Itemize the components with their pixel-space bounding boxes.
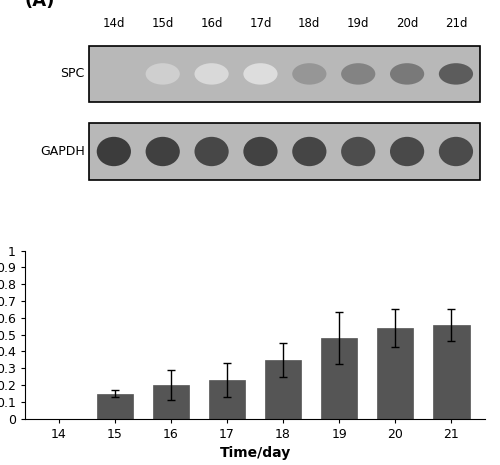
Ellipse shape bbox=[390, 137, 424, 166]
Text: 14d: 14d bbox=[102, 18, 125, 31]
Bar bbox=[265, 360, 302, 418]
Ellipse shape bbox=[146, 63, 180, 85]
Ellipse shape bbox=[439, 63, 473, 85]
Bar bbox=[377, 328, 414, 418]
Ellipse shape bbox=[146, 137, 180, 166]
Text: 15d: 15d bbox=[152, 18, 174, 31]
Bar bbox=[433, 325, 470, 418]
Bar bbox=[152, 385, 189, 418]
Ellipse shape bbox=[292, 137, 326, 166]
Ellipse shape bbox=[244, 137, 278, 166]
Ellipse shape bbox=[341, 63, 376, 85]
Text: (A): (A) bbox=[25, 0, 56, 10]
Text: 20d: 20d bbox=[396, 18, 418, 31]
X-axis label: Time/day: Time/day bbox=[220, 446, 290, 460]
Ellipse shape bbox=[96, 137, 131, 166]
Bar bbox=[96, 394, 133, 418]
Ellipse shape bbox=[194, 63, 228, 85]
Bar bbox=[321, 338, 358, 418]
Ellipse shape bbox=[390, 63, 424, 85]
Text: 17d: 17d bbox=[249, 18, 272, 31]
Ellipse shape bbox=[292, 63, 326, 85]
Ellipse shape bbox=[194, 137, 228, 166]
Bar bbox=[90, 46, 480, 102]
Bar bbox=[208, 380, 245, 418]
Ellipse shape bbox=[244, 63, 278, 85]
Ellipse shape bbox=[341, 137, 376, 166]
Text: 16d: 16d bbox=[200, 18, 223, 31]
Text: SPC: SPC bbox=[60, 67, 85, 80]
Text: 19d: 19d bbox=[347, 18, 370, 31]
Bar bbox=[90, 123, 480, 179]
Text: GAPDH: GAPDH bbox=[40, 145, 85, 158]
Text: 18d: 18d bbox=[298, 18, 320, 31]
Text: 21d: 21d bbox=[444, 18, 467, 31]
Ellipse shape bbox=[439, 137, 473, 166]
